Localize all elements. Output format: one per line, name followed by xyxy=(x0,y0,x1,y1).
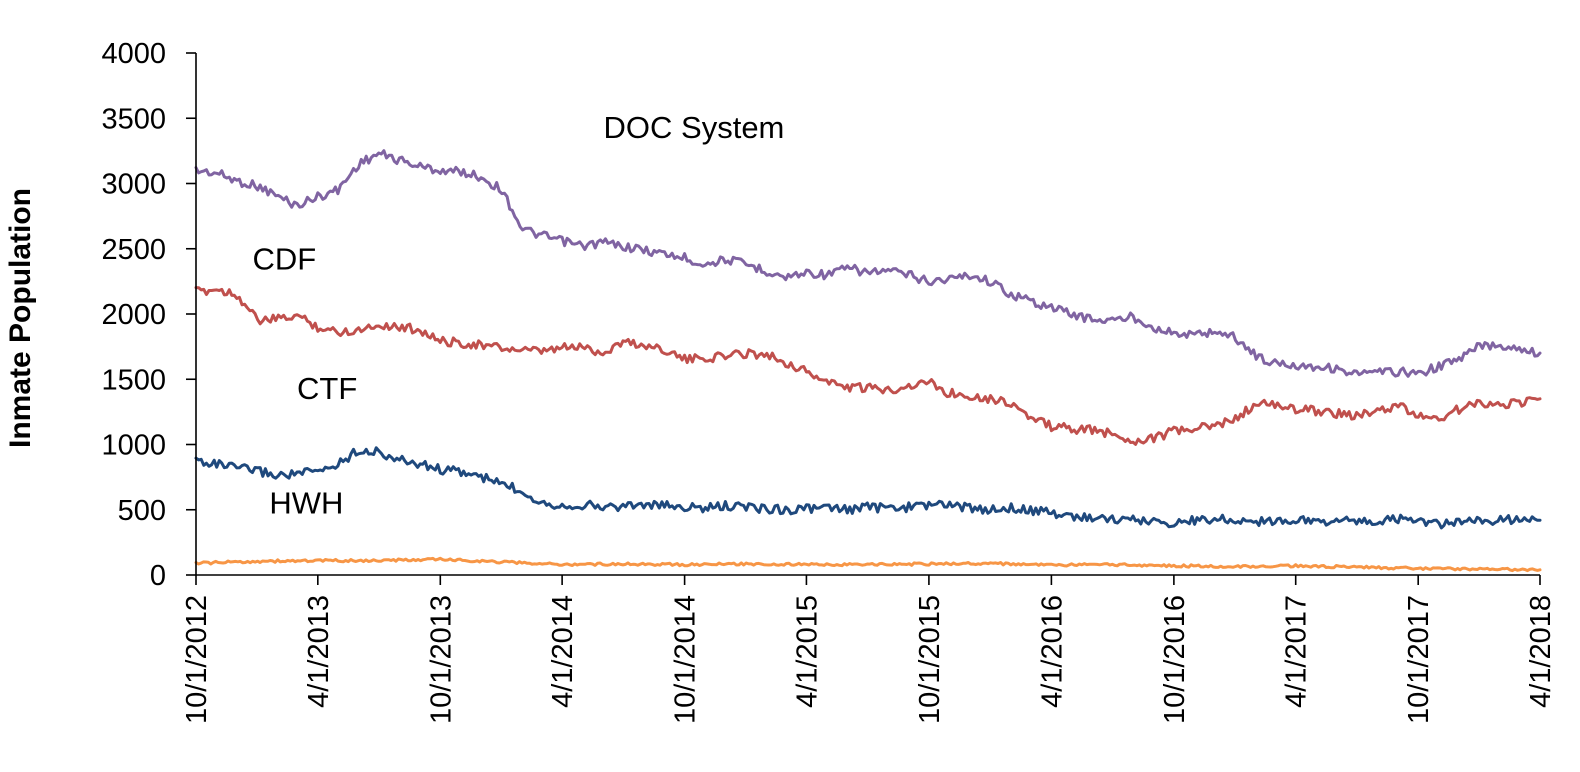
x-tick-label: 10/1/2015 xyxy=(914,595,946,724)
y-tick-label: 4000 xyxy=(101,38,166,70)
x-tick-label: 10/1/2014 xyxy=(670,595,702,724)
series-label-hwh: HWH xyxy=(269,486,343,521)
series-line-hwh xyxy=(194,556,1542,573)
y-tick-label: 0 xyxy=(150,560,166,592)
y-axis-ticks: 0 500 1000 1500 2000 2500 3000 3500 4000 xyxy=(101,38,196,592)
x-tick-label: 4/1/2017 xyxy=(1281,595,1313,708)
series-annotations: DOC System CDF CTF HWH xyxy=(252,110,784,521)
x-tick-label: 4/1/2013 xyxy=(303,595,335,708)
y-tick-label: 2500 xyxy=(101,234,166,266)
x-tick-label: 10/1/2017 xyxy=(1403,595,1435,724)
series-line-ctf xyxy=(194,446,1542,530)
x-tick-label: 4/1/2016 xyxy=(1036,595,1068,708)
series-label-cdf: CDF xyxy=(252,242,316,277)
y-axis-title: Inmate Population xyxy=(4,188,37,448)
series-line-doc-system xyxy=(194,149,1542,378)
series-label-doc-system: DOC System xyxy=(604,110,785,145)
y-tick-label: 1000 xyxy=(101,430,166,462)
y-tick-label: 500 xyxy=(118,495,166,527)
x-tick-label: 10/1/2013 xyxy=(425,595,457,724)
x-tick-label: 4/1/2014 xyxy=(547,595,579,708)
x-tick-label: 10/1/2012 xyxy=(181,595,213,724)
y-tick-label: 3000 xyxy=(101,169,166,201)
y-tick-label: 3500 xyxy=(101,103,166,135)
series-label-ctf: CTF xyxy=(297,371,357,406)
x-tick-label: 4/1/2015 xyxy=(791,595,823,708)
x-tick-label: 10/1/2016 xyxy=(1159,595,1191,724)
y-tick-label: 1500 xyxy=(101,364,166,396)
x-axis-ticks: 10/1/2012 4/1/2013 10/1/2013 4/1/2014 10/1/2… xyxy=(181,575,1557,724)
series-lines xyxy=(194,149,1542,573)
series-line-cdf xyxy=(194,286,1542,446)
y-tick-label: 2000 xyxy=(101,299,166,331)
x-tick-label: 4/1/2018 xyxy=(1525,595,1557,708)
